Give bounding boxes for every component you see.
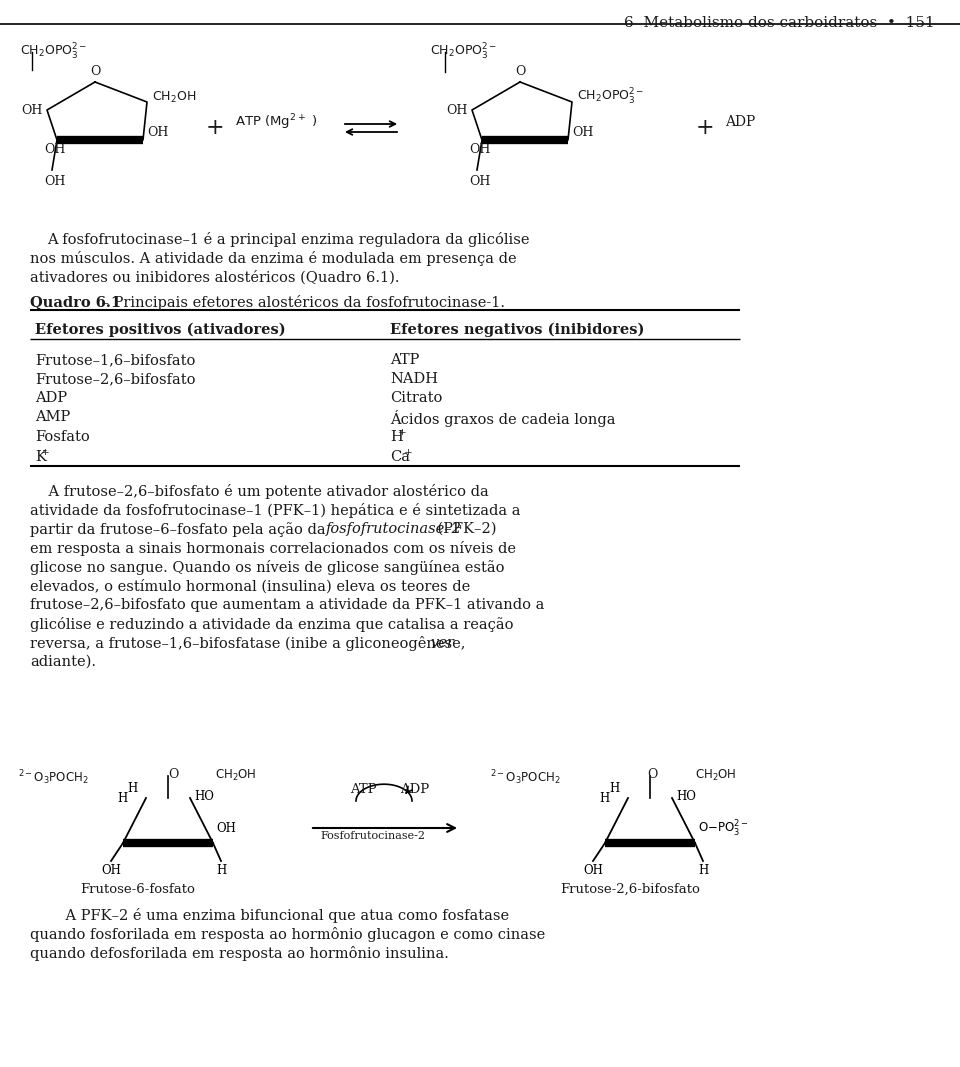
Text: O: O xyxy=(515,65,525,78)
Text: OH: OH xyxy=(101,864,121,877)
Text: OH: OH xyxy=(572,126,593,139)
Text: O$-$PO$_3^{2-}$: O$-$PO$_3^{2-}$ xyxy=(698,819,749,839)
Text: A PFK–2 é uma enzima bifuncional que atua como fosfatase: A PFK–2 é uma enzima bifuncional que atu… xyxy=(47,908,509,923)
Text: CH$_2$OH: CH$_2$OH xyxy=(152,90,196,105)
Text: A frutose–2,6–bifosfato é um potente ativador alostérico da: A frutose–2,6–bifosfato é um potente ati… xyxy=(30,484,489,499)
Text: Ca: Ca xyxy=(390,450,410,464)
Text: +: + xyxy=(398,428,407,437)
Text: Efetores positivos (ativadores): Efetores positivos (ativadores) xyxy=(35,323,286,337)
Text: Efetores negativos (inibidores): Efetores negativos (inibidores) xyxy=(390,323,644,337)
Text: ADP: ADP xyxy=(400,783,429,796)
Text: H: H xyxy=(216,864,227,877)
Text: HO: HO xyxy=(676,790,696,802)
Text: Citrato: Citrato xyxy=(390,391,443,405)
Text: CH$_2$OH: CH$_2$OH xyxy=(695,768,736,783)
Text: $^{2-}$O$_3$POCH$_2$: $^{2-}$O$_3$POCH$_2$ xyxy=(490,768,561,786)
Text: +: + xyxy=(41,448,50,457)
Text: O: O xyxy=(168,768,179,781)
Text: 6  Metabolismo dos carboidratos  •  151: 6 Metabolismo dos carboidratos • 151 xyxy=(624,16,935,30)
Text: fosfofrutocinase–2: fosfofrutocinase–2 xyxy=(326,522,462,536)
Text: partir da frutose–6–fosfato pela ação da: partir da frutose–6–fosfato pela ação da xyxy=(30,522,330,537)
Text: ADP: ADP xyxy=(725,115,756,129)
Text: ativadores ou inibidores alostéricos (Quadro 6.1).: ativadores ou inibidores alostéricos (Qu… xyxy=(30,270,399,284)
Text: OH: OH xyxy=(216,823,236,835)
Text: frutose–2,6–bifosfato que aumentam a atividade da PFK–1 ativando a: frutose–2,6–bifosfato que aumentam a ati… xyxy=(30,598,544,612)
Text: OH: OH xyxy=(44,175,65,188)
Text: OH: OH xyxy=(44,143,65,156)
Text: ATP: ATP xyxy=(390,353,420,367)
Text: ver: ver xyxy=(430,636,454,650)
Text: Frutose-2,6-bifosfato: Frutose-2,6-bifosfato xyxy=(560,883,700,896)
Text: NADH: NADH xyxy=(390,372,438,386)
Text: +: + xyxy=(404,448,413,457)
Text: ATP (Mg$^{2+}$ ): ATP (Mg$^{2+}$ ) xyxy=(235,112,318,132)
Text: +: + xyxy=(205,117,225,139)
Text: ADP: ADP xyxy=(35,391,67,405)
Text: CH$_2$OPO$_3^{2-}$: CH$_2$OPO$_3^{2-}$ xyxy=(577,86,644,107)
Text: OH: OH xyxy=(147,126,168,139)
Text: em resposta a sinais hormonais correlacionados com os níveis de: em resposta a sinais hormonais correlaci… xyxy=(30,541,516,556)
Text: adiante).: adiante). xyxy=(30,655,96,669)
Text: H: H xyxy=(118,792,128,805)
Text: OH: OH xyxy=(583,864,603,877)
Text: CH$_2$OPO$_3^{2-}$: CH$_2$OPO$_3^{2-}$ xyxy=(20,42,87,62)
Text: elevados, o estímulo hormonal (insulina) eleva os teores de: elevados, o estímulo hormonal (insulina)… xyxy=(30,579,470,593)
Text: O: O xyxy=(647,768,658,781)
Text: quando defosforilada em resposta ao hormônio insulina.: quando defosforilada em resposta ao horm… xyxy=(30,946,449,961)
Text: AMP: AMP xyxy=(35,410,70,424)
Text: OH: OH xyxy=(469,143,491,156)
Text: $^{2-}$O$_3$POCH$_2$: $^{2-}$O$_3$POCH$_2$ xyxy=(18,768,88,786)
Text: K: K xyxy=(35,450,46,464)
Text: Frutose-6-fosfato: Frutose-6-fosfato xyxy=(80,883,195,896)
Text: H: H xyxy=(390,430,403,444)
Text: OH: OH xyxy=(22,103,43,116)
Text: +: + xyxy=(696,117,714,139)
Text: OH: OH xyxy=(446,103,468,116)
Text: – Principais efetores alostéricos da fosfofrutocinase-1.: – Principais efetores alostéricos da fos… xyxy=(97,294,505,310)
Text: O: O xyxy=(90,65,100,78)
Text: H: H xyxy=(698,864,708,877)
Text: glicose no sangue. Quando os níveis de glicose sangüínea estão: glicose no sangue. Quando os níveis de g… xyxy=(30,560,505,575)
Text: CH$_2$OH: CH$_2$OH xyxy=(215,768,256,783)
Text: ATP: ATP xyxy=(350,783,376,796)
Text: Ácidos graxos de cadeia longa: Ácidos graxos de cadeia longa xyxy=(390,410,615,427)
Text: Frutose–1,6–bifosfato: Frutose–1,6–bifosfato xyxy=(35,353,196,367)
Text: Frutose–2,6–bifosfato: Frutose–2,6–bifosfato xyxy=(35,372,196,386)
Text: Fosfofrutocinase-2: Fosfofrutocinase-2 xyxy=(320,831,425,841)
Text: Quadro 6.1: Quadro 6.1 xyxy=(30,294,121,309)
Text: atividade da fosfofrutocinase–1 (PFK–1) hepática e é sintetizada a: atividade da fosfofrutocinase–1 (PFK–1) … xyxy=(30,503,520,517)
Text: OH: OH xyxy=(469,175,491,188)
Text: (PFK–2): (PFK–2) xyxy=(433,522,496,536)
Text: quando fosforilada em resposta ao hormônio glucagon e como cinase: quando fosforilada em resposta ao hormôn… xyxy=(30,927,545,942)
Text: Fosfato: Fosfato xyxy=(35,430,89,444)
Text: reversa, a frutose–1,6–bifosfatase (inibe a gliconeogênese,: reversa, a frutose–1,6–bifosfatase (inib… xyxy=(30,636,470,651)
Text: H: H xyxy=(128,782,138,796)
Text: glicólise e reduzindo a atividade da enzima que catalisa a reação: glicólise e reduzindo a atividade da enz… xyxy=(30,617,514,632)
Text: HO: HO xyxy=(194,790,214,802)
Text: A fosfofrutocinase–1 é a principal enzima reguladora da glicólise: A fosfofrutocinase–1 é a principal enzim… xyxy=(47,232,530,246)
Text: H: H xyxy=(600,792,610,805)
Text: nos músculos. A atividade da enzima é modulada em presença de: nos músculos. A atividade da enzima é mo… xyxy=(30,251,516,266)
Text: CH$_2$OPO$_3^{2-}$: CH$_2$OPO$_3^{2-}$ xyxy=(430,42,497,62)
Text: H: H xyxy=(610,782,620,796)
